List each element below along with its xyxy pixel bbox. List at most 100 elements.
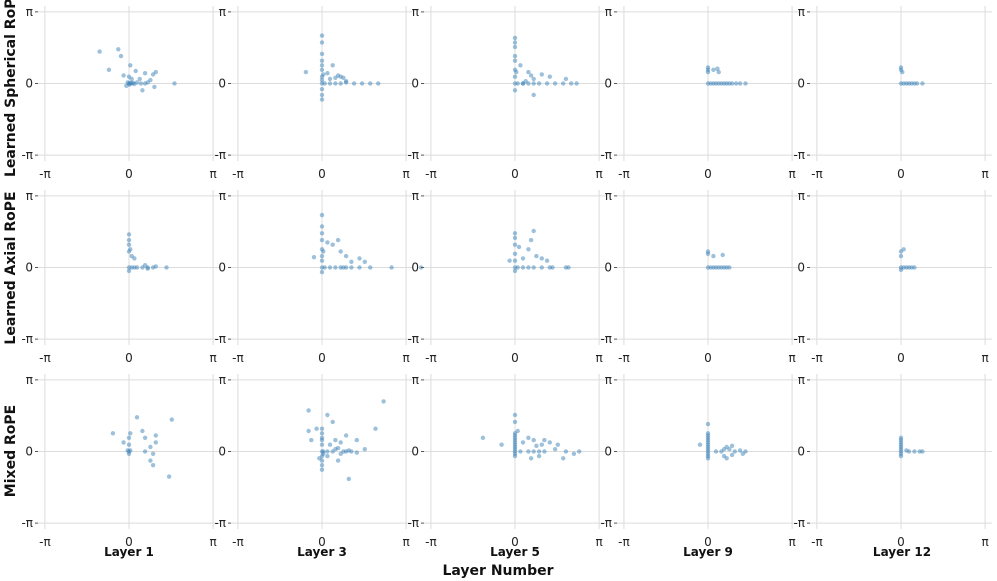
data-point [727, 265, 732, 270]
x-tick-label: -π [618, 351, 630, 365]
data-point [321, 451, 326, 456]
y-tick-label: π [412, 5, 419, 19]
data-point [322, 265, 327, 270]
panel-r1-c1: π 0 -π -π 0 π [214, 189, 424, 365]
data-point [349, 265, 354, 270]
data-point [319, 258, 325, 263]
x-tick-label: -π [425, 167, 437, 181]
data-point [571, 451, 577, 456]
data-point [134, 415, 140, 420]
y-tick-label: π [605, 373, 612, 387]
data-point [550, 265, 555, 270]
data-point [153, 69, 158, 75]
data-point [335, 237, 341, 243]
data-point [327, 442, 333, 447]
y-tick-label: -π [407, 332, 419, 346]
data-point [715, 66, 720, 71]
data-point [520, 265, 526, 270]
data-point [512, 44, 518, 50]
y-tick-label: -π [793, 148, 805, 162]
y-tick-label: 0 [218, 261, 226, 275]
panel-r2-c4: π 0 -π -π 0 π [793, 373, 992, 549]
data-point [898, 453, 904, 459]
data-point [128, 63, 133, 68]
panel-r1-c3: π 0 -π -π 0 π [600, 189, 799, 365]
data-point [373, 426, 378, 431]
data-point [125, 448, 130, 453]
data-point [512, 251, 518, 256]
x-tick-label: π [209, 535, 216, 549]
y-tick-label: -π [21, 332, 33, 346]
data-point [138, 81, 144, 86]
x-tick-label: 0 [125, 167, 133, 181]
data-point [116, 47, 121, 52]
x-tick-label: -π [39, 167, 51, 181]
data-point [126, 249, 132, 254]
data-point [523, 79, 528, 84]
data-point [140, 88, 145, 93]
x-tick-label: -π [39, 535, 51, 549]
data-point [561, 81, 566, 86]
y-tick-label: π [219, 373, 226, 387]
y-tick-label: 0 [604, 445, 612, 459]
data-point [705, 249, 711, 254]
y-tick-label: π [26, 373, 33, 387]
data-point [121, 440, 126, 445]
data-point [499, 442, 504, 447]
data-point [526, 69, 531, 75]
data-point [319, 63, 325, 68]
y-tick-label: -π [214, 148, 226, 162]
data-point [531, 265, 536, 270]
data-point [914, 81, 920, 86]
data-point [330, 419, 335, 425]
data-point [306, 408, 311, 413]
data-point [729, 452, 735, 458]
data-point [368, 81, 373, 86]
data-point [912, 449, 917, 454]
panel-r2-c1: π 0 -π -π 0 π [214, 373, 413, 549]
data-point [512, 231, 518, 236]
data-point [547, 74, 552, 79]
x-tick-label: -π [811, 351, 823, 365]
data-point [520, 256, 526, 261]
data-point [547, 440, 552, 445]
x-tick-label: π [209, 351, 216, 365]
data-point [319, 442, 325, 447]
x-tick-label: 0 [511, 535, 519, 549]
data-point [512, 258, 518, 263]
x-tick-label: π [595, 351, 602, 365]
data-point [126, 435, 132, 440]
data-point [743, 449, 748, 454]
y-tick-label: 0 [797, 77, 805, 91]
data-point [153, 440, 158, 445]
x-tick-label: π [981, 535, 988, 549]
data-point [528, 73, 534, 78]
data-point [705, 431, 711, 436]
data-point [311, 255, 317, 260]
data-point [134, 265, 140, 270]
data-point [531, 449, 536, 454]
data-point [539, 72, 544, 77]
data-point [376, 81, 381, 86]
data-point [539, 265, 544, 270]
data-point [134, 80, 140, 85]
data-point [319, 269, 325, 275]
y-tick-label: -π [600, 148, 612, 162]
data-point [512, 242, 518, 247]
data-point [566, 265, 571, 270]
data-point [737, 448, 743, 453]
data-point [335, 458, 341, 463]
data-point [333, 75, 338, 81]
data-point [720, 252, 725, 258]
panel-r0-c2: π 0 -π -π 0 π [407, 5, 606, 181]
data-point [354, 450, 359, 455]
y-tick-label: 0 [797, 445, 805, 459]
data-point [319, 33, 325, 38]
data-point [319, 67, 325, 73]
data-point [539, 256, 544, 261]
data-point [512, 40, 518, 45]
data-point [518, 449, 523, 454]
data-point [333, 81, 338, 86]
data-point [306, 428, 311, 434]
